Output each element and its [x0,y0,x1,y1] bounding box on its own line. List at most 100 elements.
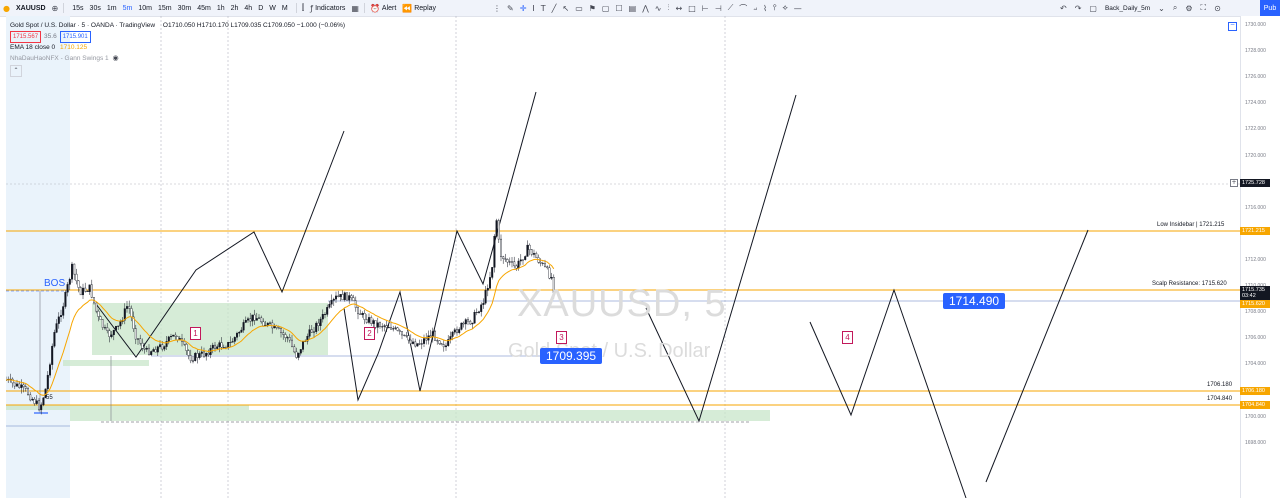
wave-label-1[interactable]: 1 [190,327,201,340]
wave-icon[interactable]: ∿ [654,3,662,13]
more-icon[interactable]: — [793,3,802,13]
curve-icon[interactable]: ⌒ [739,3,748,13]
add-alert-button[interactable]: + [1230,179,1238,187]
candle-body [403,334,406,336]
timeframe-D[interactable]: D [258,4,264,12]
timeframe-15m[interactable]: 15m [157,4,172,12]
layout-icon[interactable]: ▢ [1089,3,1097,13]
candle-body [412,341,415,344]
timeframe-10m[interactable]: 10m [138,4,152,12]
timeframe-W[interactable]: W [269,4,276,12]
candle-body [123,308,126,321]
price-label-icon[interactable]: ▤ [628,3,637,13]
collapse-legend-button[interactable]: ⌃ [10,65,22,77]
eye-icon[interactable]: ◉ [112,54,119,62]
ir-price-label: 1721.215 [1240,227,1270,235]
bos-label[interactable]: BOS [44,278,65,289]
timeframe-45m[interactable]: 45m [197,4,211,12]
chevron-down-icon[interactable]: ⌄ [1158,3,1165,13]
candle-body [189,355,192,362]
callout-icon[interactable]: ▭ [575,3,583,13]
candle-body [213,344,216,349]
price-tag-1709[interactable]: 1709.395 [540,348,603,364]
symbol-label: XAUUSD [15,4,46,12]
layout-name[interactable]: Back_Daily_5m [1104,4,1151,12]
brush2-icon[interactable]: ⌇ [763,3,767,13]
fib-icon[interactable]: ⫶ [667,3,670,12]
undo-icon[interactable]: ↶ [1060,3,1067,13]
date-range-icon[interactable]: ⊣ [714,3,722,13]
candle-body [288,337,291,341]
price-tag-1714[interactable]: 1714.490 [943,293,1006,309]
timeframe-1h[interactable]: 1h [216,4,225,12]
candle-body [453,329,456,333]
timeframe-1m[interactable]: 1m [106,4,117,12]
arrow-icon[interactable]: ↖ [562,3,570,13]
candle-body [381,326,384,328]
menu-logo[interactable]: ● [0,0,13,16]
path-icon[interactable]: ⟋ [727,3,734,12]
price-chart[interactable]: BOS 55 [6,16,1240,498]
pattern-icon[interactable]: ⋀ [642,3,649,13]
bid-button[interactable]: 1715.567 [10,31,42,43]
candle-body [385,325,388,328]
balloon-icon[interactable]: ☐ [615,3,623,13]
ask-button[interactable]: 1715.901 [59,31,91,43]
brush-icon[interactable]: ✎ [507,3,514,13]
candle-body [449,336,452,340]
note-icon[interactable]: ▢ [601,3,610,13]
forecast-icon[interactable]: ⟡ [782,3,788,12]
candle-body [95,302,98,312]
wave-label-2[interactable]: 2 [364,327,375,340]
timeframe-M[interactable]: M [281,4,288,12]
candle-body [49,364,52,376]
candle-body [227,342,230,348]
text-cursor-icon[interactable]: I [532,3,535,13]
wave-label-3[interactable]: 3 [556,331,567,344]
watermark-name: Gold Spot / U.S. Dollar [508,340,711,362]
timeframe-2h[interactable]: 2h [230,4,239,12]
timeframe-15s[interactable]: 15s [72,4,84,12]
fullscreen-icon[interactable]: ⛶ [1200,3,1207,12]
drag-handle-icon[interactable]: ⋮ [493,3,501,13]
ema-legend[interactable]: EMA 18 close 0 1710.125 [10,43,345,53]
candle-body [53,332,56,347]
timeframe-30s[interactable]: 30s [89,4,101,12]
camera-icon[interactable]: ⊙ [1214,3,1221,13]
indicator2-legend[interactable]: NhaDauHaoNFX - Gann Swings 1 ◉ [10,53,345,64]
indicators-button[interactable]: ƒ Indicators [307,0,348,16]
compare-button[interactable]: ⊕ [49,0,62,16]
rectangle-icon[interactable]: □ [688,3,696,13]
pin-icon[interactable]: ⫯ [773,3,777,12]
gear-icon[interactable]: ⚙ [1185,3,1193,13]
price-1704: 1704.840 [1242,402,1265,408]
axis-settings-button[interactable]: − [1228,21,1237,31]
axis-tick: 1720.000 [1245,152,1266,159]
text-icon[interactable]: T [540,3,546,13]
candle-body [229,342,232,344]
chart-type-button[interactable]: ⫿ [299,0,308,16]
timeframe-4h[interactable]: 4h [244,4,253,12]
flag-icon[interactable]: ⚑ [588,3,596,13]
templates-button[interactable]: ▦ [348,0,362,16]
redo-icon[interactable]: ↷ [1074,3,1082,13]
candle-body [147,347,150,355]
alert-button[interactable]: ⏰ Alert [367,0,399,16]
replay-button[interactable]: ⏪ Replay [399,0,439,16]
symbol-search[interactable]: XAUUSD [13,0,49,16]
legend-title[interactable]: Gold Spot / U.S. Dollar · 5 · OANDA · Tr… [10,22,156,29]
ruler-icon[interactable]: ⊢ [701,3,709,13]
wave-label-4[interactable]: 4 [842,331,853,344]
zone-strip [63,360,149,366]
price-axis[interactable]: 1730.000 1728.000 1726.000 1724.000 1722.000… [1240,16,1280,498]
measure-icon[interactable]: ↔ [675,3,683,13]
candle-body [81,287,84,296]
projection-icon[interactable]: ⟓ [753,3,758,12]
search-icon[interactable]: ⌕ [1172,3,1178,12]
candle-body [299,349,302,354]
trendline-icon[interactable]: ╱ [551,3,557,13]
timeframe-30m[interactable]: 30m [177,4,192,12]
publish-button[interactable]: Pub [1260,0,1280,16]
crosshair-icon[interactable]: ✛ [519,3,527,13]
timeframe-5m[interactable]: 5m [122,4,133,12]
